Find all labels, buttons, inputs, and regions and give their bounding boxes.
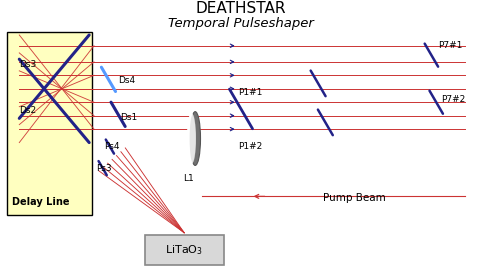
Text: Delay Line: Delay Line <box>12 197 69 207</box>
Ellipse shape <box>189 114 196 163</box>
Text: Ps4: Ps4 <box>104 142 119 151</box>
Text: LiTaO$_3$: LiTaO$_3$ <box>165 243 203 257</box>
Text: Ds4: Ds4 <box>118 76 135 85</box>
Ellipse shape <box>187 113 196 164</box>
Text: P1#2: P1#2 <box>239 142 263 151</box>
Ellipse shape <box>190 112 201 165</box>
Text: P7#2: P7#2 <box>441 95 465 104</box>
Text: Ds3: Ds3 <box>19 60 37 69</box>
Text: L1: L1 <box>183 174 194 183</box>
Text: Ds1: Ds1 <box>120 112 138 122</box>
Text: Ps3: Ps3 <box>96 164 112 173</box>
FancyBboxPatch shape <box>145 235 224 265</box>
FancyBboxPatch shape <box>7 32 92 215</box>
Text: DEATHSTAR: DEATHSTAR <box>196 1 286 16</box>
Text: Pump Beam: Pump Beam <box>323 193 386 203</box>
Text: P1#1: P1#1 <box>239 88 263 97</box>
Text: Ds2: Ds2 <box>19 106 37 115</box>
Text: Temporal Pulseshaper: Temporal Pulseshaper <box>168 17 314 30</box>
Text: P7#1: P7#1 <box>439 41 463 50</box>
